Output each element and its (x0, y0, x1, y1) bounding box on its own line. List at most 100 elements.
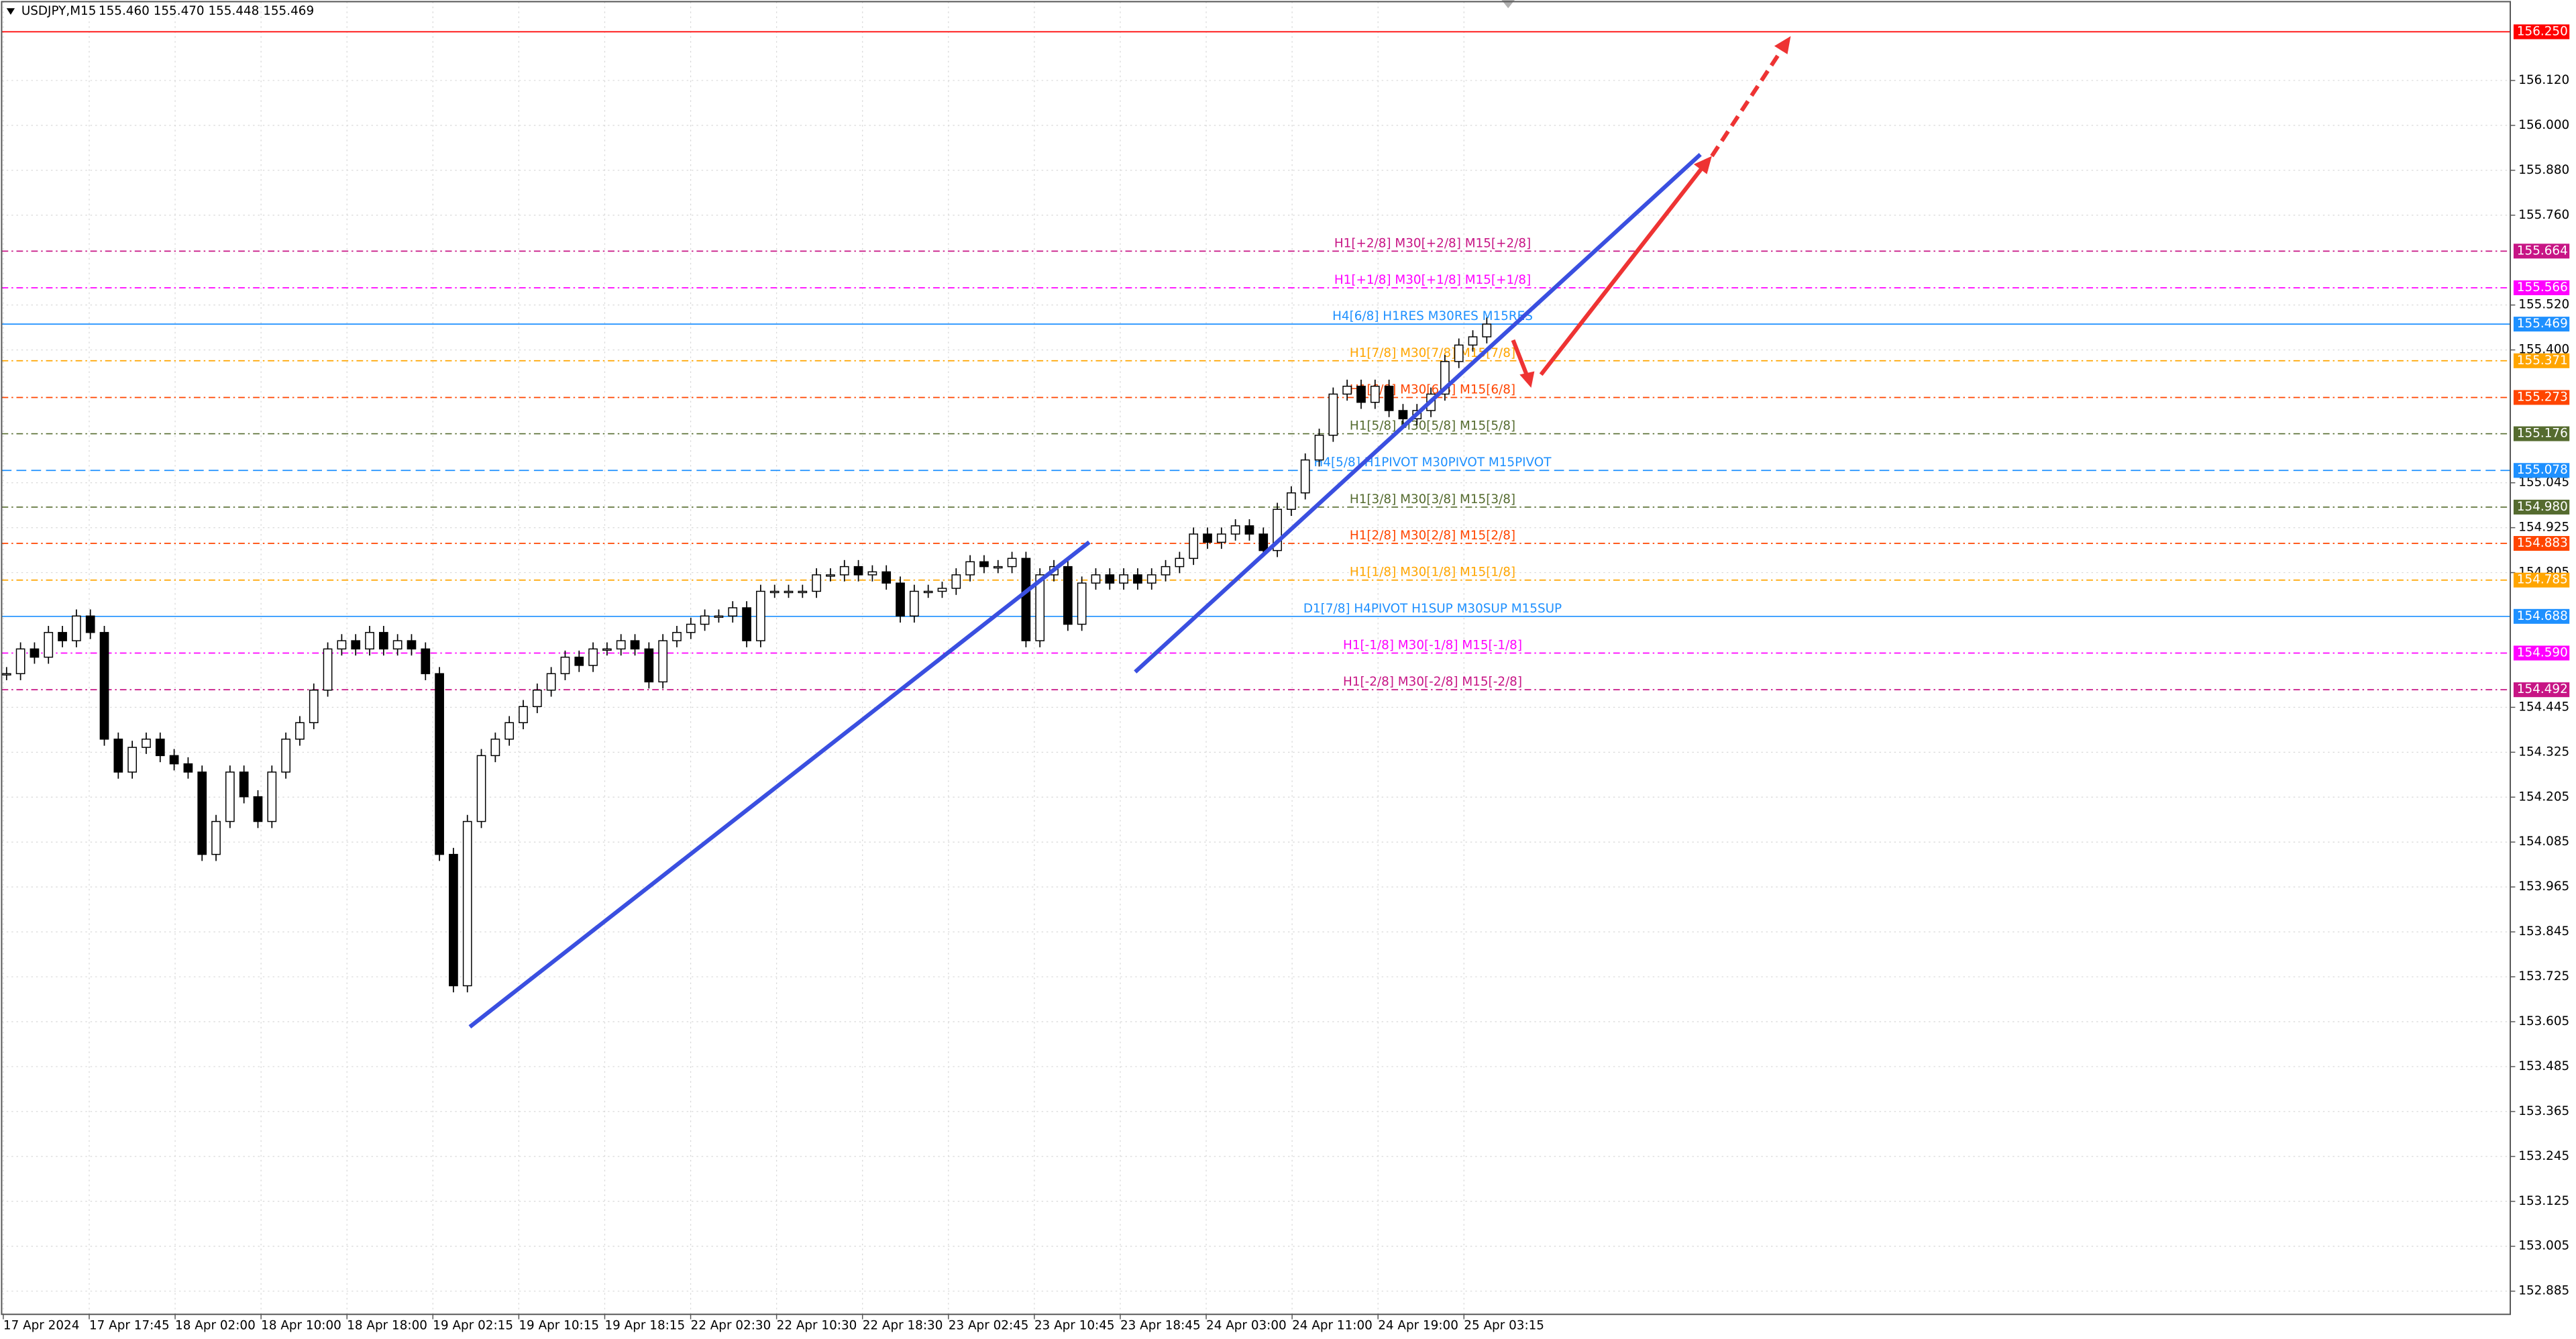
candle-body (546, 673, 556, 691)
price-tag-label: 155.469 (2517, 317, 2568, 331)
candle-body (1244, 525, 1254, 535)
candle-body (44, 632, 54, 658)
arrow-head (1519, 371, 1535, 388)
y-tick-label: 153.725 (2518, 969, 2569, 983)
candle-body (1482, 323, 1492, 337)
candle-body (1146, 574, 1157, 584)
arrow-head (1774, 36, 1791, 54)
level-label: H1[5/8] M30[5/8] M15[5/8] (1350, 419, 1515, 433)
price-tag (2513, 426, 2570, 441)
candle-body (728, 607, 738, 617)
candle-body (225, 771, 235, 822)
level-label: H4[5/8] H1PIVOT M30PIVOT M15PIVOT (1314, 456, 1552, 470)
candle-body (1314, 435, 1324, 461)
candle-body (378, 632, 388, 650)
candle-body (1328, 393, 1338, 436)
price-tag (2513, 24, 2570, 40)
candle-body (993, 566, 1003, 569)
x-tick-label: 23 Apr 18:45 (1120, 1318, 1201, 1332)
x-tick-label: 22 Apr 10:30 (777, 1318, 857, 1332)
candle-body (784, 590, 794, 594)
candle-body (853, 566, 863, 576)
candle-body (937, 588, 947, 592)
candle-body (1119, 574, 1128, 584)
candle-body (812, 574, 821, 592)
x-tick-label: 19 Apr 02:15 (433, 1318, 513, 1332)
level-label: H1[1/8] M30[1/8] M15[1/8] (1350, 566, 1515, 580)
candle-body (337, 640, 347, 650)
candle-body (951, 574, 961, 589)
candle-body (1384, 385, 1394, 411)
candle-body (365, 632, 374, 650)
y-tick-label: 155.520 (2518, 298, 2569, 312)
candle-body (183, 763, 193, 773)
y-tick-label: 156.120 (2518, 73, 2569, 87)
y-tick-label: 154.205 (2518, 790, 2569, 804)
candle-body (1, 673, 11, 676)
candle-body (476, 755, 486, 822)
y-tick-label: 153.605 (2518, 1014, 2569, 1028)
x-tick-label: 18 Apr 10:00 (261, 1318, 341, 1332)
candle-body (644, 648, 654, 683)
price-tag (2513, 353, 2570, 368)
level-label: H1[3/8] M30[3/8] M15[3/8] (1350, 492, 1515, 506)
candle-body (1468, 336, 1478, 346)
y-tick-label: 152.885 (2518, 1284, 2569, 1298)
price-tag-label: 156.250 (2517, 24, 2568, 38)
y-tick-label: 153.005 (2518, 1239, 2569, 1253)
candle-body (281, 739, 290, 773)
trend-line (1134, 152, 1702, 674)
y-tick-label: 155.400 (2518, 343, 2569, 357)
candle-body (616, 640, 626, 650)
price-tag (2513, 536, 2570, 551)
price-tag-label: 155.273 (2517, 390, 2568, 404)
candle-body (1370, 385, 1380, 403)
x-tick-label: 25 Apr 03:15 (1464, 1318, 1544, 1332)
candle-body (519, 706, 528, 723)
candle-body (1189, 533, 1199, 559)
candle-body (72, 615, 81, 641)
x-tick-label: 23 Apr 02:45 (949, 1318, 1029, 1332)
level-label: H1[-1/8] M30[-1/8] M15[-1/8] (1343, 638, 1522, 652)
candle-body (421, 648, 431, 674)
x-tick-label: 17 Apr 2024 (3, 1318, 80, 1332)
candle-body (295, 722, 305, 740)
candle-body (323, 648, 333, 691)
candle-body (574, 656, 584, 666)
candle-body (462, 820, 472, 987)
y-tick-label: 153.125 (2518, 1194, 2569, 1208)
candle-body (686, 623, 696, 633)
candle-body (211, 820, 221, 855)
candle-body (532, 689, 542, 708)
y-tick-label: 155.880 (2518, 163, 2569, 177)
price-tag (2513, 572, 2570, 588)
candle-body (1454, 344, 1464, 362)
candles (1, 317, 1492, 993)
candle-body (1091, 574, 1101, 584)
level-label: H1[+2/8] M30[+2/8] M15[+2/8] (1334, 236, 1531, 250)
y-tick-label: 153.245 (2518, 1149, 2569, 1163)
arrow (1539, 164, 1706, 376)
quote: 155.460 155.470 155.448 155.469 (99, 4, 314, 18)
candle-body (1203, 533, 1212, 543)
drawings (468, 0, 1791, 1029)
candle-body (30, 648, 40, 658)
candle-body (1063, 566, 1073, 625)
price-tag (2513, 682, 2570, 698)
price-tag-label: 155.371 (2517, 354, 2568, 368)
level-label: H1[+1/8] M30[+1/8] M15[+1/8] (1334, 273, 1531, 287)
price-tag-label: 155.566 (2517, 280, 2568, 294)
y-tick-label: 153.365 (2518, 1104, 2569, 1118)
x-tick-label: 22 Apr 02:30 (691, 1318, 771, 1332)
price-tag (2513, 390, 2570, 405)
candle-body (1258, 533, 1269, 551)
candle-body (1175, 557, 1185, 568)
candle-body (490, 739, 500, 757)
price-tag-label: 154.492 (2517, 682, 2568, 696)
candle-body (197, 771, 207, 855)
candle-body (867, 571, 877, 576)
arrow-head (1693, 156, 1712, 174)
candle-body (630, 640, 640, 650)
